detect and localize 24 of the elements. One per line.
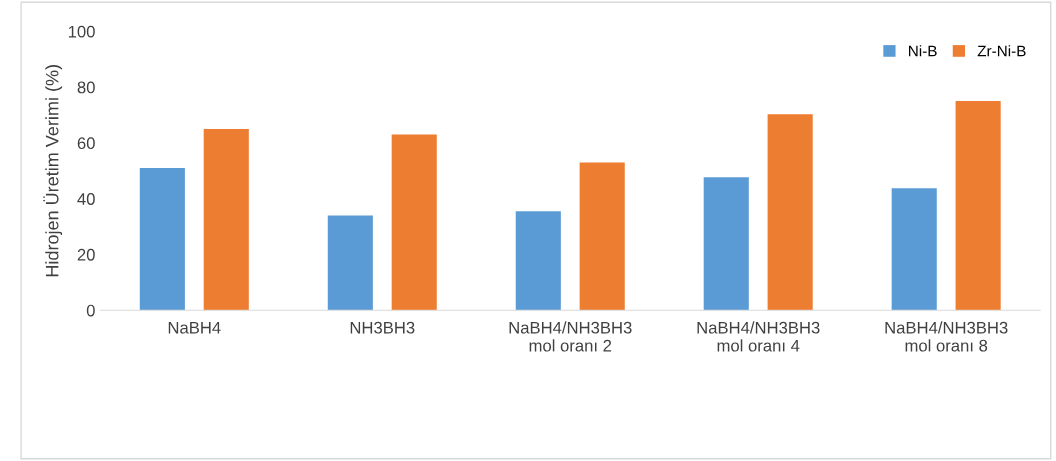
y-tick-label: 40: [77, 193, 95, 205]
y-axis-title: Hidrojen Üretim Verimi (%): [43, 65, 63, 277]
bar: [891, 188, 937, 311]
bar: [391, 134, 437, 311]
bar: [327, 215, 373, 311]
y-tick-label: 100: [68, 25, 95, 38]
x-tick-label: NaBH4: [168, 321, 221, 334]
bar: [579, 162, 625, 311]
legend-label: Ni-B: [909, 45, 937, 57]
x-tick-label: NaBH4/NH3BH3 mol oranı 8: [885, 321, 1008, 352]
bar: [955, 101, 1001, 311]
y-tick-label: 80: [77, 81, 95, 94]
bar: [703, 177, 749, 311]
y-tick-label: 60: [77, 137, 95, 150]
y-tick-label: 0: [86, 304, 95, 317]
x-tick-label: NaBH4/NH3BH3 mol oranı 4: [697, 321, 820, 352]
bar: [767, 114, 813, 311]
bar: [515, 211, 561, 311]
bar: [139, 168, 185, 311]
bar: [203, 128, 249, 311]
x-tick-label: NaBH4/NH3BH3 mol oranı 2: [509, 321, 632, 352]
x-tick-label: NH3BH3: [350, 321, 415, 334]
y-tick-label: 20: [77, 248, 95, 261]
legend-label: Zr-Ni-B: [977, 45, 1026, 57]
